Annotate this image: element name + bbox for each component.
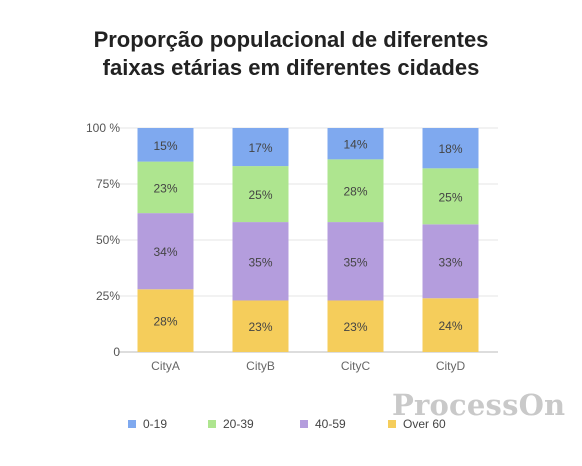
data-label: 14% xyxy=(343,138,367,152)
data-label: 15% xyxy=(153,139,177,153)
y-tick-label: 25% xyxy=(96,289,120,303)
legend-swatch xyxy=(388,420,396,428)
bar-segment xyxy=(327,159,384,223)
data-label: 33% xyxy=(438,255,462,269)
x-tick-label: CityB xyxy=(246,359,275,373)
legend-label: Over 60 xyxy=(403,417,446,431)
y-tick-label: 50% xyxy=(96,233,120,247)
bar-segment xyxy=(422,128,479,169)
bar-segment xyxy=(327,222,384,301)
legend-swatch xyxy=(128,420,136,428)
chart-title: Proporção populacional de diferentes fai… xyxy=(0,26,582,82)
y-tick-label: 0 xyxy=(113,345,120,359)
legend-label: 40-59 xyxy=(315,417,346,431)
legend-swatch xyxy=(208,420,216,428)
data-label: 23% xyxy=(153,181,177,195)
legend-label: 20-39 xyxy=(223,417,254,431)
bar-segment xyxy=(232,166,289,223)
x-tick-label: CityC xyxy=(341,359,371,373)
bar-segment xyxy=(232,128,289,167)
legend-label: 0-19 xyxy=(143,417,167,431)
legend-swatch xyxy=(300,420,308,428)
watermark: ProcessOn xyxy=(392,388,566,422)
bar-segment xyxy=(327,300,384,352)
data-label: 23% xyxy=(248,320,272,334)
bar-segment xyxy=(422,298,479,352)
data-label: 28% xyxy=(343,185,367,199)
bar-segment xyxy=(422,224,479,299)
data-label: 28% xyxy=(153,315,177,329)
data-label: 35% xyxy=(343,255,367,269)
bar-segment xyxy=(137,213,194,290)
bar-segment xyxy=(327,128,384,160)
data-label: 18% xyxy=(438,142,462,156)
data-label: 35% xyxy=(248,255,272,269)
x-tick-label: CityA xyxy=(151,359,180,373)
data-label: 25% xyxy=(248,188,272,202)
data-label: 34% xyxy=(153,245,177,259)
chart-title-line-1: Proporção populacional de diferentes xyxy=(93,27,489,52)
chart-title-line-2: faixas etárias em diferentes cidades xyxy=(102,55,480,80)
data-label: 23% xyxy=(343,320,367,334)
y-tick-label: 100 % xyxy=(86,121,120,135)
bar-segment xyxy=(137,161,194,214)
y-tick-label: 75% xyxy=(96,177,120,191)
data-label: 25% xyxy=(438,190,462,204)
bar-segment xyxy=(422,168,479,225)
bar-segment xyxy=(232,222,289,301)
bar-segment xyxy=(137,289,194,352)
bar-segment xyxy=(232,300,289,352)
data-label: 24% xyxy=(438,319,462,333)
bar-segment xyxy=(137,128,194,162)
data-label: 17% xyxy=(248,141,272,155)
x-tick-label: CityD xyxy=(436,359,466,373)
